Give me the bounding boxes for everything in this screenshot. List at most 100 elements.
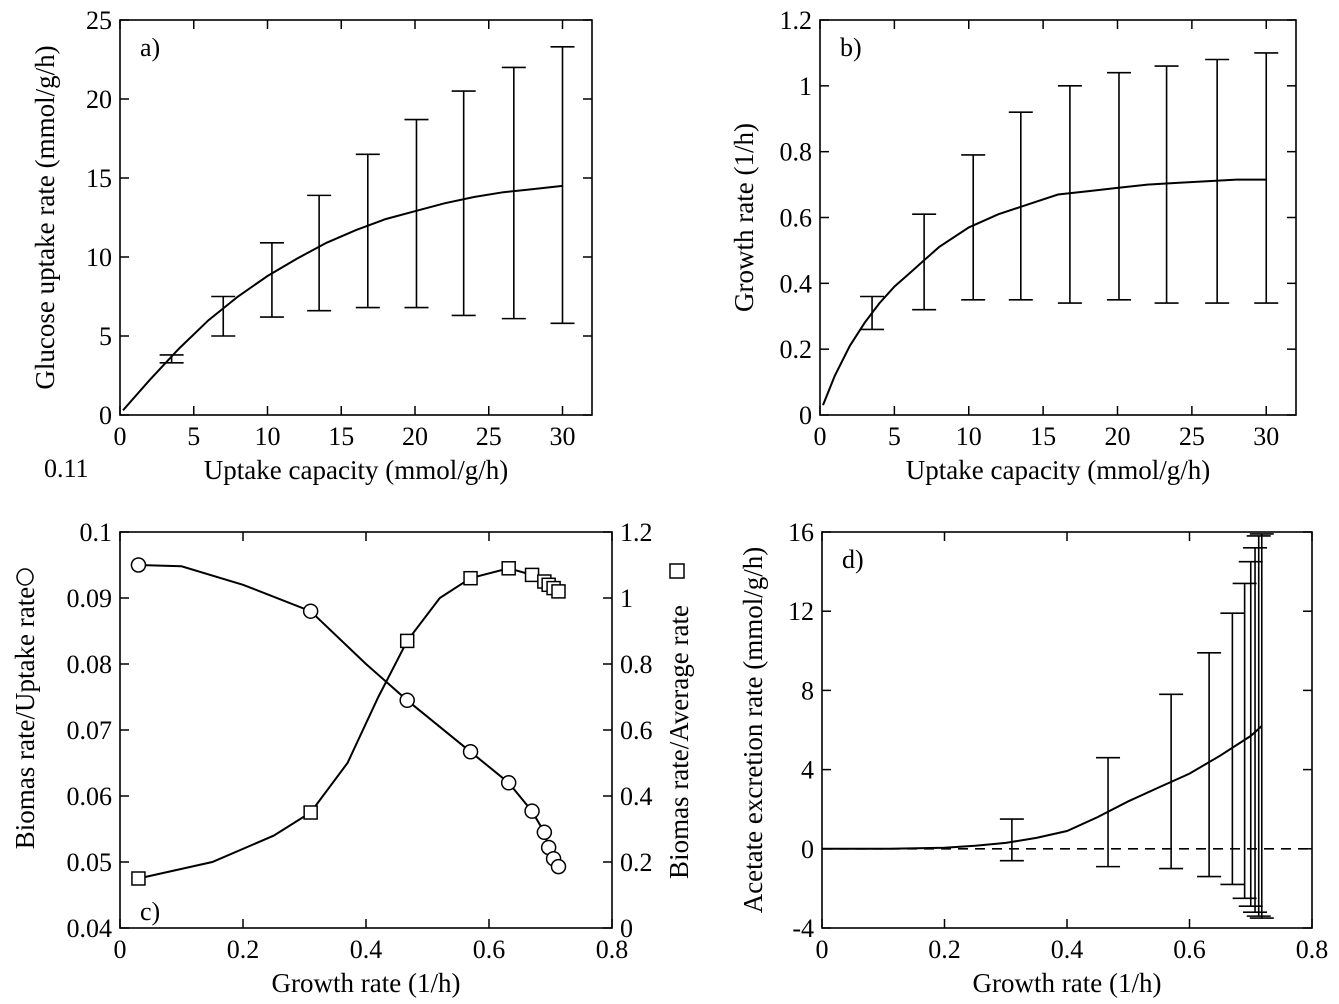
y2-tick-label-c: 0.2 [620, 848, 653, 877]
y2-tick-label-c: 0 [620, 914, 633, 943]
data-point-square [501, 561, 516, 576]
y-tick-label-c: 0.06 [67, 782, 113, 811]
stray-label: 0.11 [44, 454, 89, 483]
y-axis-label-c: Biomas rate/Uptake rate [10, 587, 40, 849]
error-bar [1154, 65, 1179, 304]
panel-a-chart: 0 5 10 15 20 25 30 0 5 10 15 20 25 Uptake capacity (m… [30, 6, 593, 485]
x-tick-label-d: 0.2 [928, 935, 961, 964]
error-bar [404, 118, 429, 309]
y-tick-label-a: 15 [86, 164, 112, 193]
data-point-circle [500, 775, 517, 791]
y-tick-label-d: 0 [801, 835, 814, 864]
x-tick-label-b: 10 [956, 422, 982, 451]
x-tick-label-d: 0.8 [1296, 935, 1329, 964]
x-axis-label-b: Uptake capacity (mmol/g/h) [906, 455, 1210, 485]
data-point-circle [399, 692, 415, 709]
error-bar [1243, 547, 1268, 913]
x-tick-label-b: 15 [1030, 422, 1056, 451]
data-point-square [399, 633, 415, 649]
series-line-circle [138, 564, 560, 868]
series-line-b [822, 178, 1267, 406]
error-bar [355, 153, 380, 309]
x-tick-label-b: 0 [814, 422, 827, 451]
data-point-circle [550, 858, 567, 875]
x-tick-label-a: 0 [114, 422, 127, 451]
error-bar [501, 66, 526, 320]
plot-frame-a [119, 19, 593, 416]
x-tick-label-b: 30 [1253, 422, 1279, 451]
x-tick-label-a: 10 [255, 422, 281, 451]
y-tick-label-b: 0 [799, 401, 812, 430]
panel-c-chart: 0 0.2 0.4 0.6 0.8 0.04 0.05 0.06 0.07 0.08 0.09 0.1… [10, 518, 694, 998]
x-tick-label-c: 0.4 [350, 935, 383, 964]
y-tick-label-a: 25 [86, 6, 112, 35]
data-point-circle [130, 557, 147, 573]
x-tick-label-a: 30 [550, 422, 576, 451]
data-point-circle [524, 803, 540, 819]
y-tick-label-c: 0.1 [80, 518, 113, 547]
data-point-circle [462, 744, 479, 760]
error-bar [1057, 85, 1082, 304]
panel-tag-a: a) [140, 33, 160, 62]
y-tick-label-b: 0.4 [780, 269, 813, 298]
data-point-square [551, 584, 566, 599]
x-axis-label-c: Growth rate (1/h) [272, 968, 461, 998]
data-point-square [524, 567, 540, 583]
error-bar [961, 154, 986, 301]
y-tick-label-c: 0.08 [67, 650, 113, 679]
x-tick-label-d: 0 [816, 935, 829, 964]
y-tick-label-c: 0.05 [67, 848, 113, 877]
y2-axis-label-c: Biomas rate/Average rate [664, 605, 694, 879]
series-line-square [138, 567, 559, 880]
error-bar [211, 295, 236, 337]
plot-frame-d [821, 531, 1313, 929]
x-tick-label-a: 25 [476, 422, 502, 451]
y-tick-label-b: 0.2 [780, 335, 813, 364]
series-line-a [122, 184, 563, 411]
x-tick-label-b: 20 [1105, 422, 1131, 451]
y-tick-label-c: 0.09 [67, 584, 113, 613]
y-tick-label-a: 20 [86, 85, 112, 114]
error-bar [1246, 535, 1271, 917]
data-point-circle [536, 824, 553, 841]
y-tick-label-c: 0.04 [67, 914, 113, 943]
y-tick-label-a: 5 [99, 322, 112, 351]
x-tick-label-c: 0.2 [227, 935, 260, 964]
error-bar [1254, 52, 1279, 304]
y-tick-label-b: 0.8 [780, 138, 813, 167]
y-tick-label-d: 4 [801, 756, 814, 785]
y-axis-label-a: Glucose uptake rate (mmol/g/h) [30, 45, 60, 389]
error-bar [999, 818, 1024, 862]
series-line-d [822, 725, 1263, 850]
x-tick-label-c: 0.8 [596, 935, 629, 964]
panel-tag-c: c) [140, 897, 160, 926]
x-tick-label-b: 25 [1179, 422, 1205, 451]
x-tick-label-d: 0.4 [1051, 935, 1084, 964]
plot-frame-b [819, 19, 1297, 416]
x-axis-label-a: Uptake capacity (mmol/g/h) [204, 455, 508, 485]
error-bar [1106, 71, 1131, 301]
x-tick-label-a: 5 [187, 422, 200, 451]
error-bar [550, 46, 575, 325]
x-tick-label-c: 0 [114, 935, 127, 964]
y2-tick-label-c: 1.2 [620, 518, 653, 547]
y-tick-label-d: 8 [801, 676, 814, 705]
y-tick-label-b: 1 [799, 72, 812, 101]
error-bar [259, 241, 284, 318]
x-tick-label-d: 0.6 [1173, 935, 1206, 964]
y-tick-label-d: -4 [792, 914, 814, 943]
data-point-square [463, 570, 478, 586]
error-bar [451, 90, 476, 317]
x-tick-label-b: 5 [888, 422, 901, 451]
y-tick-label-b: 0.6 [780, 204, 813, 233]
y2-tick-label-c: 0.6 [620, 716, 653, 745]
error-bar [1197, 651, 1222, 878]
y-axis-legend-circle-marker [16, 568, 34, 586]
y2-tick-label-c: 0.8 [620, 650, 653, 679]
panel-tag-d: d) [842, 545, 864, 574]
x-tick-label-a: 20 [402, 422, 428, 451]
error-bar [912, 213, 937, 311]
error-bar [307, 194, 332, 312]
